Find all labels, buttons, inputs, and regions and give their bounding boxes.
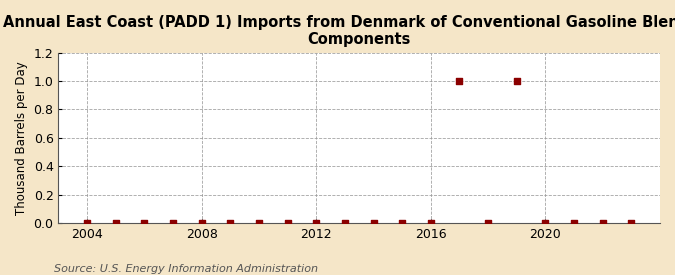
Text: Source: U.S. Energy Information Administration: Source: U.S. Energy Information Administ…	[54, 264, 318, 274]
Point	[82, 221, 92, 225]
Point	[282, 221, 293, 225]
Point	[454, 79, 465, 83]
Point	[167, 221, 178, 225]
Point	[397, 221, 408, 225]
Point	[425, 221, 436, 225]
Point	[568, 221, 579, 225]
Y-axis label: Thousand Barrels per Day: Thousand Barrels per Day	[15, 61, 28, 215]
Point	[225, 221, 236, 225]
Point	[139, 221, 150, 225]
Point	[597, 221, 608, 225]
Point	[110, 221, 121, 225]
Point	[512, 79, 522, 83]
Point	[483, 221, 493, 225]
Point	[626, 221, 637, 225]
Point	[254, 221, 265, 225]
Point	[311, 221, 322, 225]
Title: Annual East Coast (PADD 1) Imports from Denmark of Conventional Gasoline Blendin: Annual East Coast (PADD 1) Imports from …	[3, 15, 675, 47]
Point	[540, 221, 551, 225]
Point	[196, 221, 207, 225]
Point	[368, 221, 379, 225]
Point	[340, 221, 350, 225]
